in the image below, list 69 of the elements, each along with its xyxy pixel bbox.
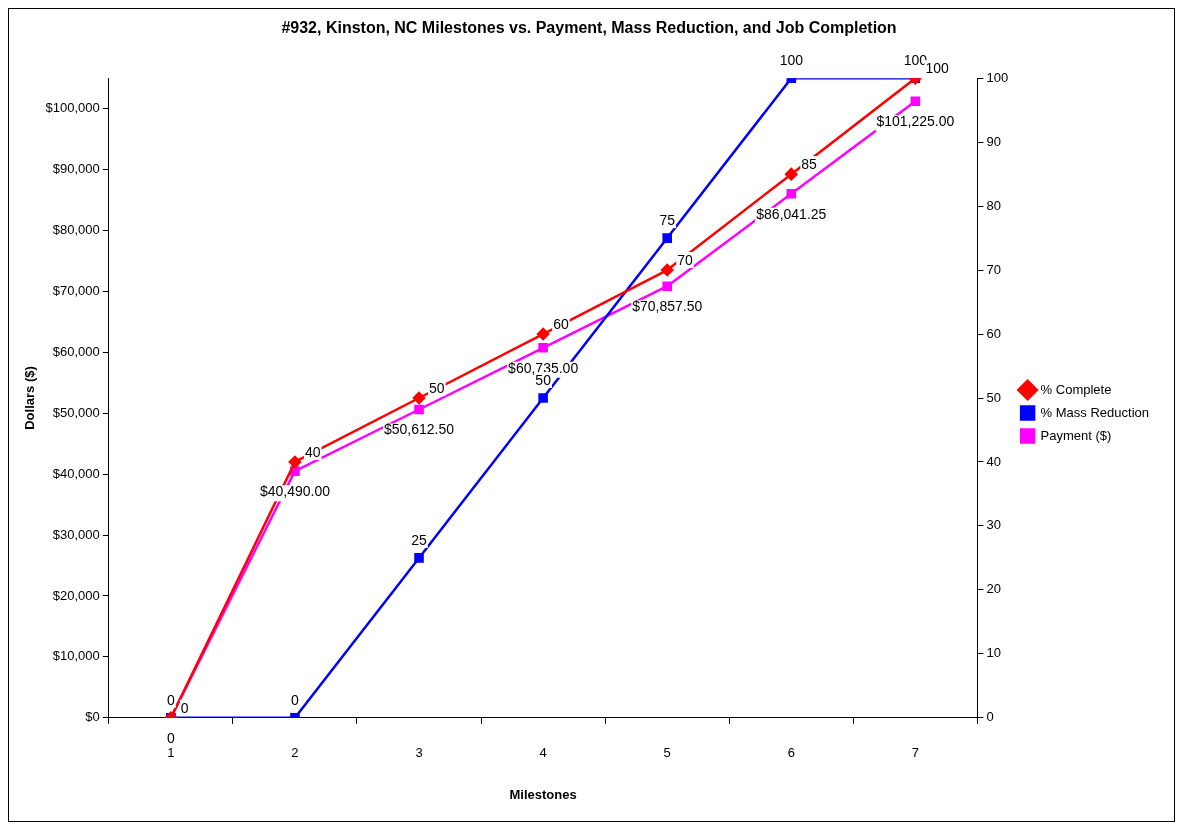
y2-tick-label: 50: [986, 389, 1001, 405]
legend-label: % Complete: [1040, 381, 1112, 397]
data-label: 0: [180, 699, 189, 716]
data-label: 60: [553, 315, 569, 332]
y-tick-label: $10,000: [52, 648, 100, 664]
point: [785, 167, 798, 181]
y2-tick-label: 0: [986, 709, 994, 725]
point: [538, 343, 548, 353]
data-label: $70,857.50: [632, 298, 703, 315]
data-label: 100: [779, 52, 804, 69]
data-label: $86,041.25: [756, 205, 827, 222]
data-label: $40,490.00: [259, 483, 331, 500]
x-tick-label: 6: [787, 745, 795, 761]
x-axis-title: Milestones: [509, 786, 577, 802]
y2-tick-label: 70: [986, 261, 1001, 277]
data-label: 0: [291, 691, 300, 708]
data-label: 40: [304, 443, 321, 460]
data-label: 25: [411, 531, 428, 548]
y-tick-label: $70,000: [52, 282, 100, 298]
point: [412, 391, 426, 405]
data-label: 70: [677, 251, 693, 268]
point: [660, 263, 674, 277]
point: [288, 455, 302, 469]
data-label: 100: [903, 52, 928, 69]
y-tick-label: $60,000: [52, 343, 100, 359]
y-tick-label: $0: [85, 709, 100, 725]
x-tick-label: 3: [415, 745, 423, 761]
y2-tick-label: 10: [986, 645, 1001, 661]
y-tick-label: $30,000: [52, 526, 100, 542]
x-tick-label: 7: [911, 745, 919, 761]
legend-label: % Mass Reduction: [1040, 404, 1150, 420]
data-label: 50: [429, 379, 445, 396]
data-label: 50: [535, 371, 552, 388]
data-label: 0: [166, 729, 175, 746]
point: [414, 404, 424, 415]
data-label: $50,612.50: [384, 421, 455, 438]
y2-tick-label: 100: [986, 69, 1009, 85]
chart-title: #932, Kinston, NC Milestones vs. Payment, Mass Reduction, and Job Completion: [281, 19, 897, 37]
data-label: $60,735.00: [508, 359, 579, 376]
y-axis-title: Dollars ($): [22, 366, 38, 430]
point: [536, 327, 550, 341]
data-label: 0: [166, 691, 175, 708]
point: [662, 233, 672, 243]
y-tick-label: $40,000: [52, 465, 100, 481]
y-tick-label: $100,000: [45, 100, 100, 116]
y-tick-label: $20,000: [52, 587, 100, 603]
data-label: 85: [801, 156, 818, 172]
data-label: 75: [659, 211, 676, 228]
x-tick-label: 1: [167, 745, 175, 761]
legend-label: Payment ($): [1040, 427, 1112, 443]
y2-tick-label: 60: [986, 325, 1001, 341]
point: [786, 188, 797, 199]
point: [538, 393, 548, 403]
y2-tick-label: 90: [986, 133, 1001, 149]
x-tick-label: 5: [663, 745, 671, 761]
y2-tick-label: 30: [986, 517, 1001, 533]
y2-tick-label: 20: [986, 581, 1001, 597]
point: [414, 553, 424, 563]
data-label: $101,225.00: [876, 113, 955, 130]
y-tick-label: $90,000: [52, 161, 100, 177]
x-tick-label: 2: [291, 745, 299, 761]
data-label: 100: [925, 60, 949, 77]
y-tick-label: $50,000: [52, 404, 100, 420]
y-tick-label: $80,000: [52, 222, 100, 238]
y2-tick-label: 40: [986, 453, 1001, 469]
y2-tick-label: 80: [986, 197, 1001, 213]
point: [662, 281, 672, 291]
x-tick-label: 4: [539, 745, 547, 761]
point: [910, 96, 921, 106]
